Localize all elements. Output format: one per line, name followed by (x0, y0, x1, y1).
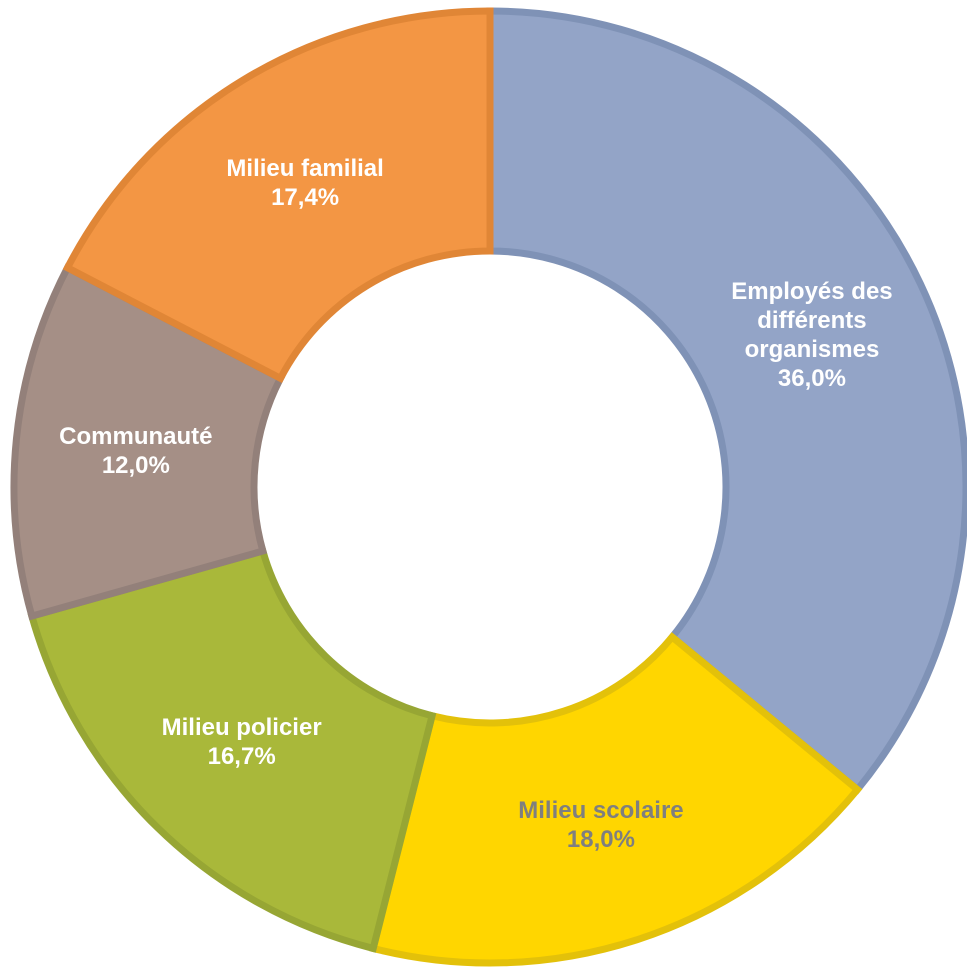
donut-slice (27, 546, 437, 953)
donut-slice (368, 632, 863, 967)
value-label: 17,4% (271, 183, 340, 211)
donut-slice (10, 263, 286, 621)
slice-label: Employés des différents organismes 36,0% (712, 277, 912, 393)
value-label: 18,0% (566, 826, 635, 854)
slice-label: Milieu familial 17,4% (226, 154, 383, 212)
value-label: 36,0% (777, 365, 846, 393)
slice-label: Communauté 12,0% (59, 422, 212, 480)
value-label: 12,0% (101, 451, 170, 479)
category-label: Communauté (59, 422, 213, 450)
category-label: Milieu scolaire (518, 797, 684, 825)
category-label: Employés des différents organismes (731, 278, 893, 364)
category-label: Milieu familial (226, 154, 384, 182)
value-label: 16,7% (207, 743, 276, 771)
slice-label: Milieu scolaire 18,0% (518, 796, 683, 854)
category-label: Milieu policier (161, 714, 322, 742)
donut-slice (62, 7, 494, 384)
slice-label: Milieu policier 16,7% (162, 713, 322, 771)
donut-slice (486, 7, 967, 795)
